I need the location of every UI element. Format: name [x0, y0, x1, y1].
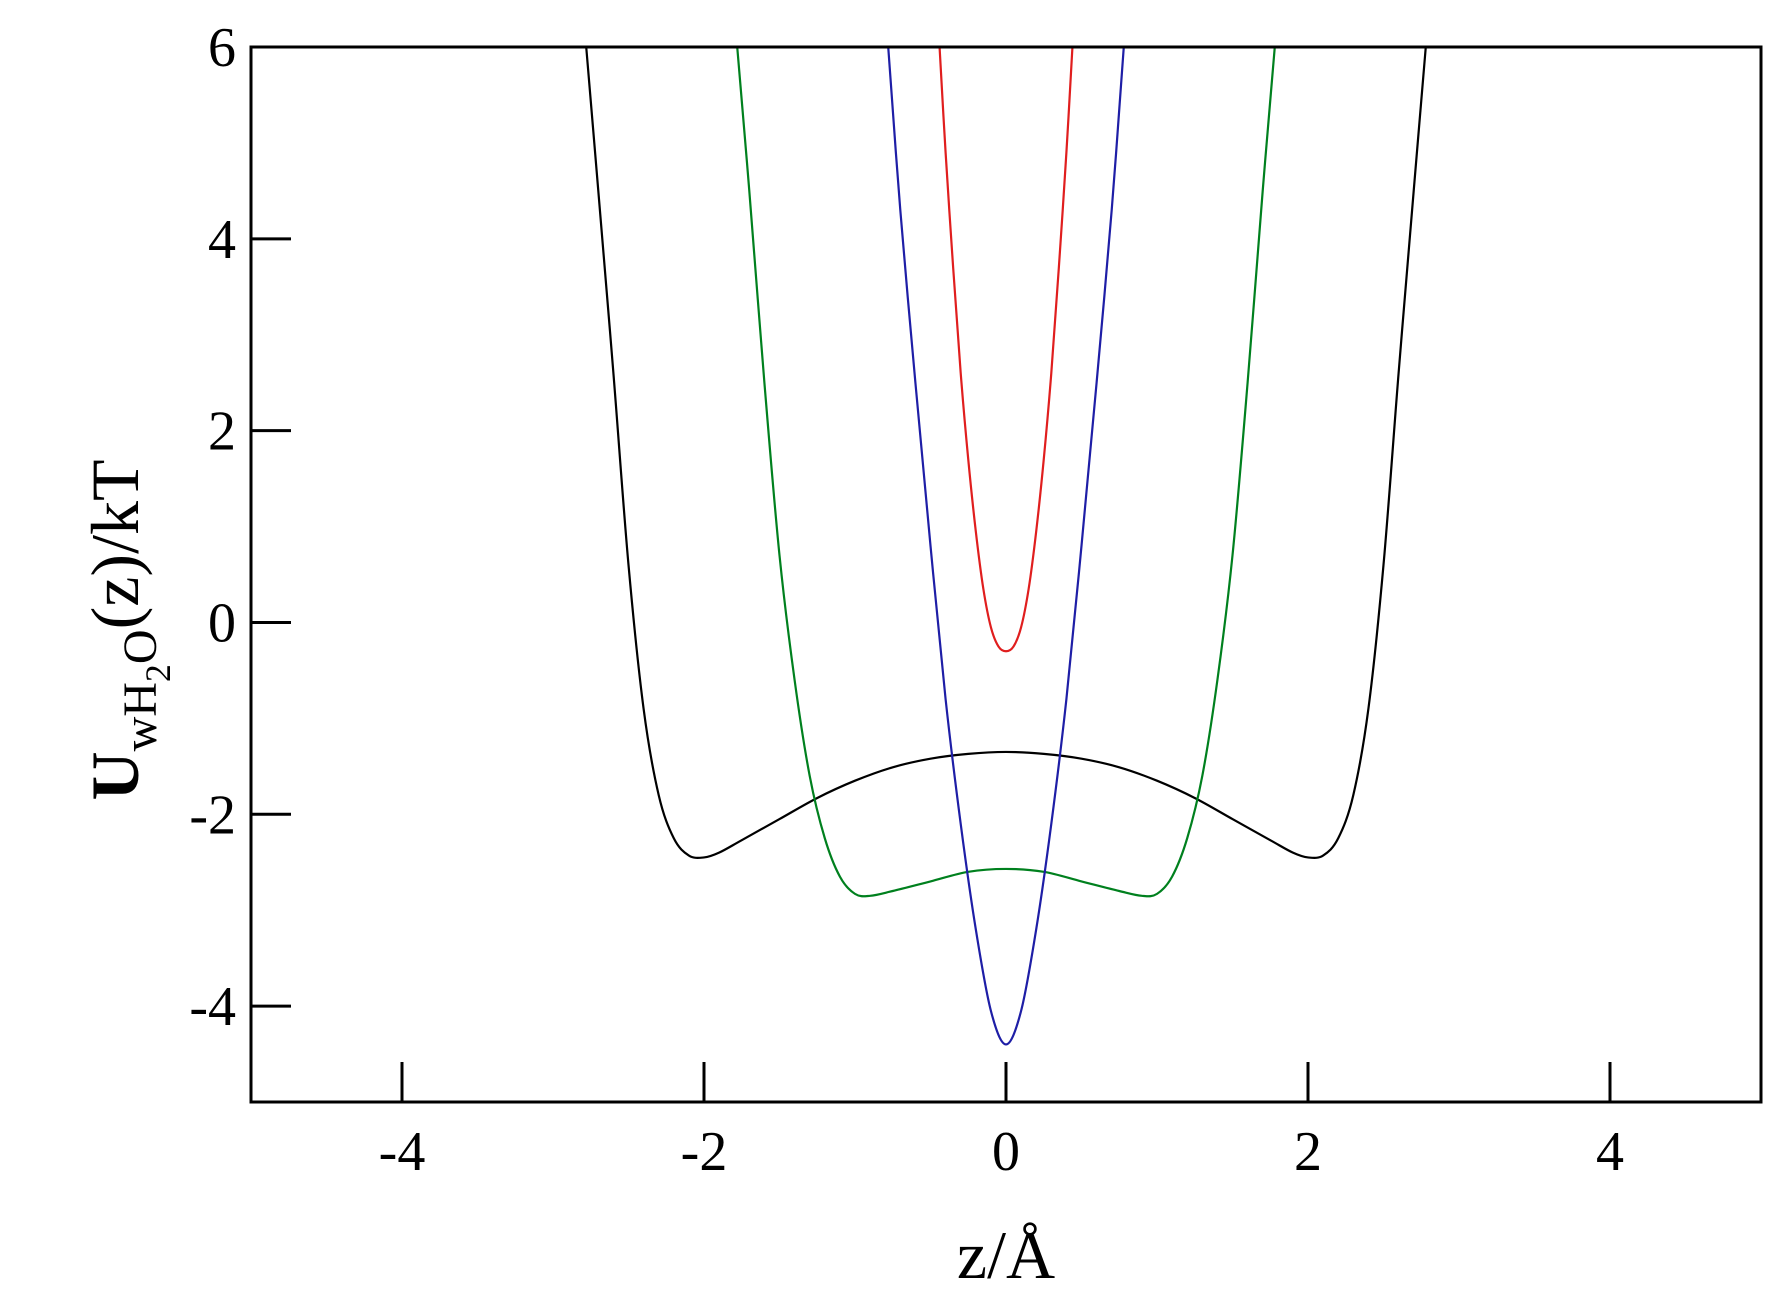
series-line-2: [736, 47, 1276, 898]
y-tick-label: 6: [208, 17, 236, 79]
x-axis-label: z/Å: [957, 1217, 1055, 1291]
x-tick-label: 0: [992, 1121, 1020, 1183]
y-axis-label: UwH2O(z)/kT: [77, 459, 178, 800]
x-tick-label: -4: [379, 1121, 426, 1183]
y-tick-label: 4: [208, 209, 236, 271]
y-tick-label: 0: [208, 592, 236, 654]
x-tick-label: -2: [681, 1121, 728, 1183]
y-axis-label-main: U: [77, 751, 153, 800]
plot-curves: [585, 47, 1427, 1046]
y-axis-label-sub1: wH: [114, 682, 167, 751]
x-tick-label: 4: [1596, 1121, 1624, 1183]
series-line-1: [585, 47, 1427, 859]
y-axis-label-sub2: 2: [138, 664, 178, 682]
y-tick-label: -2: [189, 784, 236, 846]
x-axis-ticks: -4 -2 0 2 4: [379, 1062, 1624, 1183]
y-axis-ticks: -4 -2 0 2 4 6: [189, 17, 291, 1038]
y-axis-label-sub3: O: [114, 629, 167, 664]
x-tick-label: 2: [1294, 1121, 1322, 1183]
series-line-4: [938, 47, 1074, 653]
series-line-3: [887, 47, 1125, 1046]
plot-frame: [249, 45, 1763, 1104]
y-tick-label: -4: [189, 976, 236, 1038]
y-tick-label: 2: [208, 401, 236, 463]
y-axis-label-rest: (z)/kT: [77, 459, 153, 629]
